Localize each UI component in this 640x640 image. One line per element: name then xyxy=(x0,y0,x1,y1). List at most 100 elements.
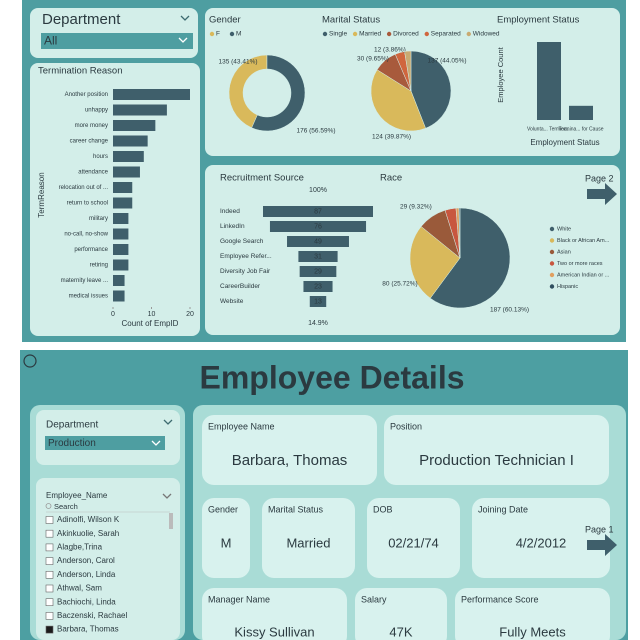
card-label: Gender xyxy=(208,504,238,514)
checkbox[interactable] xyxy=(45,625,54,634)
employee-name: Athwal, Sam xyxy=(57,584,102,593)
funnel-bar xyxy=(303,281,333,292)
category-label: Another position xyxy=(65,92,108,98)
info-card xyxy=(472,498,610,578)
card-value: Barbara, Thomas xyxy=(232,452,348,469)
legend-label: Two or more races xyxy=(557,261,603,267)
slice xyxy=(251,54,306,132)
card-value: Production Technician I xyxy=(419,452,574,469)
category-label: Indeed xyxy=(220,208,240,215)
slice xyxy=(404,50,412,92)
legend-label: F xyxy=(216,31,220,38)
bar xyxy=(569,105,593,120)
bar xyxy=(113,104,167,116)
card-label: DOB xyxy=(373,504,393,514)
info-card xyxy=(355,588,447,640)
list-title: Employee_Name xyxy=(46,491,108,500)
slicer-label: Department xyxy=(42,11,121,28)
data-label: 124 (39.87%) xyxy=(372,134,411,141)
legend-label: M xyxy=(236,31,241,38)
card-value: Fully Meets xyxy=(499,624,566,639)
category-label: Google Search xyxy=(220,238,264,245)
checkbox[interactable] xyxy=(45,529,54,538)
legend-marker xyxy=(549,238,555,243)
category-label: career change xyxy=(70,139,109,145)
checkbox[interactable] xyxy=(45,612,54,620)
nav-arrow[interactable] xyxy=(587,183,617,205)
data-label: 80 (25.72%) xyxy=(382,281,417,288)
page-title: Employee Details xyxy=(200,359,465,395)
slice xyxy=(429,207,511,309)
chevron xyxy=(151,440,161,446)
legend-label: Separated xyxy=(431,31,461,38)
chevron xyxy=(178,37,188,43)
info-card xyxy=(367,498,460,578)
legend-marker xyxy=(229,31,235,37)
category-label: medical issues xyxy=(69,294,108,300)
back-button[interactable] xyxy=(23,354,37,368)
category-label: performance xyxy=(74,247,108,253)
category-label: unhappy xyxy=(85,108,108,114)
category-label: military xyxy=(89,216,108,222)
funnel-bar xyxy=(298,251,338,262)
card-label: Employee Name xyxy=(208,421,275,431)
employee-name: Anderson, Carol xyxy=(57,556,115,565)
bar xyxy=(113,275,125,286)
chart-title: Employment Status xyxy=(497,15,580,26)
nav-arrow[interactable] xyxy=(587,534,617,556)
data-label: 187 (60.13%) xyxy=(490,307,529,314)
legend-marker xyxy=(352,31,358,37)
legend-marker xyxy=(549,261,555,266)
category-label: LinkedIn xyxy=(220,223,245,230)
data-label: 29 (9.32%) xyxy=(400,204,432,211)
category-label: hours xyxy=(93,154,108,160)
category-label: return to school xyxy=(67,201,108,207)
employee-name: Baczenski, Rachael xyxy=(57,611,127,620)
bar xyxy=(113,259,129,271)
legend-label: Single xyxy=(329,31,347,38)
bar xyxy=(113,135,148,147)
slicer-dropdown[interactable] xyxy=(41,33,193,49)
legend-marker xyxy=(322,31,328,37)
search-box: Search xyxy=(54,502,78,511)
legend-label: American Indian or ... xyxy=(557,272,610,278)
legend-marker xyxy=(549,272,555,278)
chart-title: Termination Reason xyxy=(38,66,123,77)
legend-marker xyxy=(466,31,471,37)
card-label: Position xyxy=(390,421,422,431)
legend-marker xyxy=(424,31,429,37)
card-value: 4/2/2012 xyxy=(516,535,567,550)
bar xyxy=(113,120,156,131)
chevron xyxy=(163,419,173,425)
legend-marker xyxy=(549,226,555,232)
checkbox[interactable] xyxy=(45,598,54,607)
checkbox[interactable] xyxy=(45,543,54,552)
legend-label: Black or African Am... xyxy=(557,238,610,244)
slicer-label: Department xyxy=(46,420,98,431)
checkbox[interactable] xyxy=(45,570,54,579)
category-label: more money xyxy=(75,123,108,129)
checkbox[interactable] xyxy=(45,584,54,593)
category-label: Website xyxy=(220,298,244,305)
employee-name: Alagbe,Trina xyxy=(57,543,103,552)
slice xyxy=(410,50,452,129)
card-label: Performance Score xyxy=(461,594,539,604)
slicer-dropdown[interactable] xyxy=(45,436,165,450)
category-label: attendance xyxy=(78,170,108,176)
data-label: 76 xyxy=(314,223,322,230)
card-value: Kissy Sullivan xyxy=(234,624,314,639)
x-axis-label: Employment Status xyxy=(530,138,599,147)
funnel-bar xyxy=(263,206,373,217)
checkbox[interactable] xyxy=(45,557,54,565)
info-card xyxy=(202,415,377,485)
checkbox[interactable] xyxy=(45,516,54,524)
legend-marker xyxy=(209,31,215,37)
chevron xyxy=(180,15,190,21)
bar xyxy=(113,151,144,162)
category-label: retiring xyxy=(90,263,108,269)
search-icon xyxy=(45,503,52,509)
card-label: Joining Date xyxy=(478,504,528,514)
chevron xyxy=(162,493,172,499)
employee-name: Barbara, Thomas xyxy=(57,625,119,634)
